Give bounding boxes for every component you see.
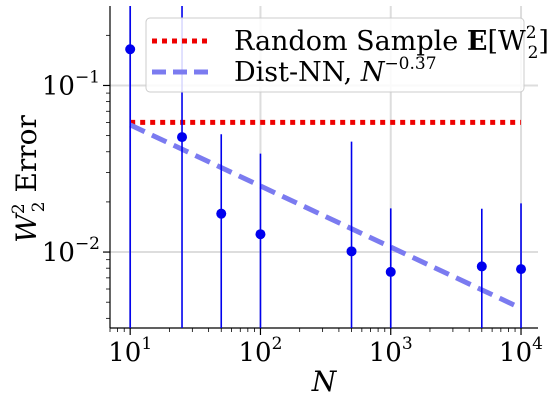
data-point-2	[216, 208, 227, 219]
legend-random-sub: 2	[528, 43, 539, 63]
x-tick-label-exp: 1	[141, 334, 152, 354]
legend: Random Sample E[W2 2] Dist-NN, N−0.37	[145, 17, 548, 93]
legend-dist-sup: −0.37	[384, 54, 436, 74]
data-point-0	[125, 44, 136, 55]
legend-random-prefix: Random Sample	[234, 26, 467, 57]
y-axis-label-rest: Error	[10, 114, 43, 201]
legend-dist-var: N	[360, 57, 386, 88]
x-axis-label: N	[311, 365, 338, 398]
x-tick-label-0: 101	[108, 334, 152, 368]
y-axis-ticks: 10−110−2	[42, 34, 110, 319]
legend-random-mid: [W	[487, 26, 526, 57]
legend-random-sup: 2	[526, 23, 537, 43]
x-tick-label-base: 10	[499, 338, 532, 368]
y-tick-label-exp: −2	[75, 234, 100, 254]
x-tick-label-3: 104	[499, 334, 543, 368]
x-tick-label-base: 10	[238, 338, 271, 368]
y-tick-label-0: 10−1	[42, 67, 100, 101]
legend-random-bold: E	[467, 26, 488, 57]
data-point-4	[346, 246, 357, 257]
y-tick-label-1: 10−2	[42, 234, 100, 268]
legend-random-suffix: ]	[538, 26, 548, 57]
legend-label-random-sample: Random Sample E[W2 2]	[234, 23, 548, 63]
x-tick-label-1: 102	[238, 334, 282, 368]
y-axis-label-sub: 2	[29, 201, 49, 212]
y-tick-label-exp: −1	[75, 67, 100, 87]
data-point-3	[255, 229, 266, 240]
x-tick-label-exp: 3	[402, 334, 413, 354]
y-tick-label-base: 10	[42, 71, 75, 101]
y-tick-label-base: 10	[42, 238, 75, 268]
x-tick-label-2: 103	[369, 334, 413, 368]
x-tick-label-base: 10	[369, 338, 402, 368]
data-point-5	[385, 266, 396, 277]
data-point-1	[177, 132, 188, 143]
legend-dist-prefix: Dist-NN,	[234, 57, 361, 88]
data-point-7	[516, 264, 527, 275]
dist-nn-fit-line	[129, 122, 523, 311]
legend-label-dist-nn: Dist-NN, N−0.37	[234, 54, 437, 88]
data-point-6	[476, 261, 487, 272]
y-axis-label-var: W	[10, 212, 43, 243]
legend-box	[145, 17, 525, 93]
x-axis-ticks: 101 102 103 104	[108, 328, 543, 368]
x-tick-label-exp: 4	[532, 334, 543, 354]
x-tick-label-exp: 2	[272, 334, 283, 354]
x-tick-label-base: 10	[108, 338, 141, 368]
y-axis-label-sup: 2	[9, 203, 29, 214]
y-axis-label: W22 Error	[9, 114, 49, 242]
plot-marks	[125, 6, 527, 328]
